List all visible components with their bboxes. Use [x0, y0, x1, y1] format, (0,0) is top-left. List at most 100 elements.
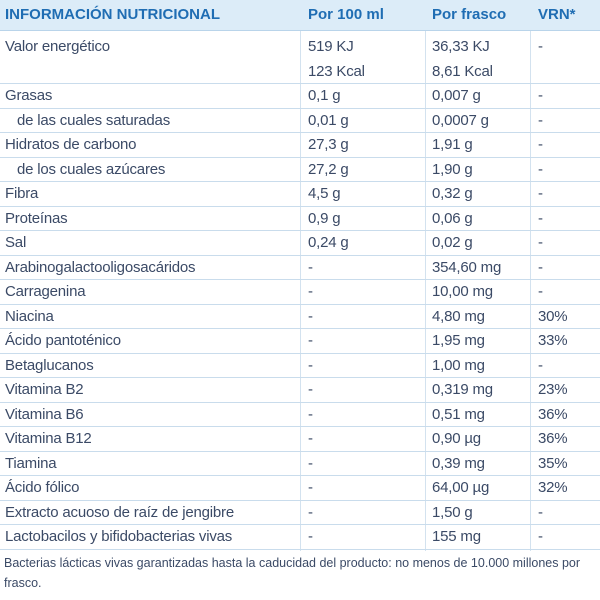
value-cell: 36%	[538, 405, 568, 423]
value-cell: 8,61 Kcal	[432, 62, 493, 80]
value-cell: 0,319 mg	[432, 381, 493, 398]
value-cell: -	[308, 307, 313, 325]
table-row: Sal 0,24 g 0,02 g -	[0, 231, 600, 256]
header-cell: VRN*	[538, 6, 576, 23]
value-cell: 23%	[538, 381, 568, 398]
value-cell: -	[538, 234, 543, 251]
value-cell: -	[308, 454, 313, 472]
table-row: Vitamina B6 - 0,51 mg 36%	[0, 403, 600, 427]
column-divider	[300, 0, 301, 551]
value-cell: -	[308, 528, 313, 545]
table-row: Tiamina - 0,39 mg 35%	[0, 452, 600, 476]
table-row: Proteínas 0,9 g 0,06 g -	[0, 207, 600, 231]
value-cell: -	[538, 160, 543, 178]
row-label: de las cuales saturadas	[17, 111, 170, 129]
value-cell: 0,32 g	[432, 185, 473, 202]
value-cell: 0,02 g	[432, 234, 473, 251]
value-cell: -	[308, 503, 313, 521]
table-row: Betaglucanos - 1,00 mg -	[0, 354, 600, 378]
value-cell: 36,33 KJ	[432, 38, 490, 55]
row-label: Hidratos de carbono	[5, 136, 137, 153]
row-label: Proteínas	[5, 209, 68, 227]
table-row: Valor energético 519 KJ 123 Kcal 36,33 KJ 8,…	[0, 35, 600, 84]
value-cell: 0,0007 g	[432, 111, 489, 129]
table-row: Arabinogalactooligosacáridos - 354,60 mg -	[0, 256, 600, 280]
value-cell: 4,80 mg	[432, 307, 485, 325]
value-cell: -	[308, 332, 313, 349]
header-cell: INFORMACIÓN NUTRICIONAL	[5, 6, 220, 23]
table-header: INFORMACIÓN NUTRICIONAL Por 100 ml Por f…	[0, 0, 600, 31]
table-row: Ácido fólico - 64,00 µg 32%	[0, 476, 600, 501]
row-label: Valor energético	[5, 38, 110, 55]
value-cell: -	[538, 258, 543, 276]
value-cell: -	[538, 283, 543, 300]
value-cell: 1,00 mg	[432, 356, 485, 374]
value-cell: -	[308, 356, 313, 374]
row-label: Vitamina B2	[5, 381, 84, 398]
value-cell: -	[308, 258, 313, 276]
value-cell: 1,95 mg	[432, 332, 485, 349]
value-cell: 33%	[538, 332, 568, 349]
footnote: Bacterias lácticas vivas garantizadas ha…	[4, 556, 581, 590]
row-label: Arabinogalactooligosacáridos	[5, 258, 196, 276]
value-cell: 64,00 µg	[432, 479, 490, 496]
table-row: Ácido pantoténico - 1,95 mg 33%	[0, 329, 600, 354]
value-cell: 519 KJ	[308, 38, 354, 55]
value-cell: 35%	[538, 454, 568, 472]
row-label: Sal	[5, 234, 27, 251]
value-cell: 0,51 mg	[432, 405, 485, 423]
table-row: Carragenina - 10,00 mg -	[0, 280, 600, 305]
table-row: Niacina - 4,80 mg 30%	[0, 305, 600, 329]
value-cell: -	[308, 405, 313, 423]
value-cell: -	[538, 528, 543, 545]
table-row: Vitamina B2 - 0,319 mg 23%	[0, 378, 600, 403]
value-cell: 0,06 g	[432, 209, 473, 227]
value-cell: 30%	[538, 307, 568, 325]
value-cell: 1,90 g	[432, 160, 473, 178]
row-label: Tiamina	[5, 454, 57, 472]
value-cell: 123 Kcal	[308, 62, 365, 80]
table-row: Extracto acuoso de raíz de jengibre - 1,50…	[0, 501, 600, 525]
value-cell: 0,90 µg	[432, 430, 481, 447]
table-row: de las cuales saturadas 0,01 g 0,0007 g -	[0, 109, 600, 133]
value-cell: -	[538, 87, 543, 104]
row-label: Carragenina	[5, 283, 86, 300]
header-cell: Por frasco	[432, 6, 507, 23]
table-row: Hidratos de carbono 27,3 g 1,91 g -	[0, 133, 600, 158]
row-label: Niacina	[5, 307, 54, 325]
row-label: Vitamina B12	[5, 430, 92, 447]
value-cell: 0,39 mg	[432, 454, 485, 472]
value-cell: 27,3 g	[308, 136, 349, 153]
column-divider	[530, 0, 531, 551]
value-cell: -	[538, 111, 543, 129]
value-cell: 1,91 g	[432, 136, 473, 153]
value-cell: -	[308, 381, 313, 398]
value-cell: -	[538, 503, 543, 521]
value-cell: 0,24 g	[308, 234, 349, 251]
row-label: Fibra	[5, 185, 39, 202]
row-label: Lactobacilos y bifidobacterias vivas	[5, 528, 233, 545]
value-cell: 0,01 g	[308, 111, 349, 129]
value-cell: 27,2 g	[308, 160, 349, 178]
value-cell: 36%	[538, 430, 568, 447]
table-row: Vitamina B12 - 0,90 µg 36%	[0, 427, 600, 452]
value-cell: 155 mg	[432, 528, 481, 545]
value-cell: -	[538, 356, 543, 374]
table-row: Fibra 4,5 g 0,32 g -	[0, 182, 600, 207]
table-row: Lactobacilos y bifidobacterias vivas - 155…	[0, 525, 600, 550]
value-cell: -	[308, 479, 313, 496]
column-divider	[425, 0, 426, 551]
value-cell: 1,50 g	[432, 503, 473, 521]
table-row: de los cuales azúcares 27,2 g 1,90 g -	[0, 158, 600, 182]
row-label: Ácido fólico	[5, 479, 80, 496]
value-cell: 354,60 mg	[432, 258, 502, 276]
value-cell: -	[308, 430, 313, 447]
value-cell: 0,007 g	[432, 87, 481, 104]
value-cell: 0,1 g	[308, 87, 341, 104]
value-cell: -	[538, 209, 543, 227]
value-cell: -	[538, 185, 543, 202]
value-cell: -	[308, 283, 313, 300]
header-cell: Por 100 ml	[308, 6, 384, 23]
row-label: Betaglucanos	[5, 356, 94, 374]
